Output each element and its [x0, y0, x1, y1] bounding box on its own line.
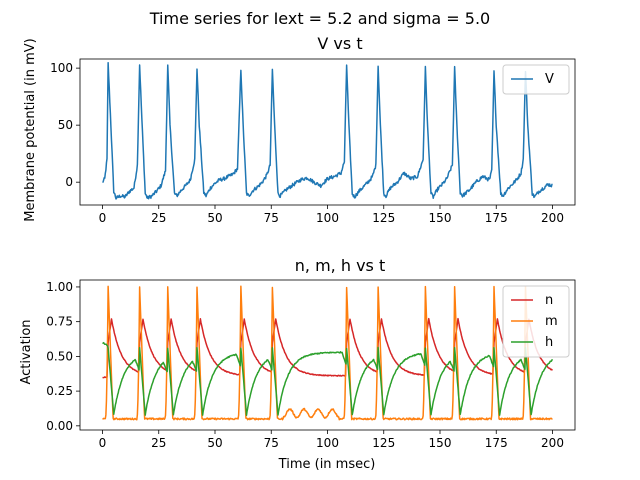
voltage-xtick-label: 200 — [541, 211, 564, 225]
gating-xtick-label: 100 — [316, 436, 339, 450]
gating-xtick-label: 75 — [264, 436, 279, 450]
gating-xtick-label: 175 — [485, 436, 508, 450]
series-line-h — [102, 341, 554, 416]
gating-axes: 0 25 50 75 100 125 150 175 200 0.00 0.25 0.50 0.75 1.… — [46, 279, 576, 450]
gating-ytick-label: 0.75 — [46, 315, 73, 329]
chart-title-voltage: V vs t — [317, 34, 362, 53]
voltage-xtick-label: 50 — [207, 211, 222, 225]
voltage-xtick-label: 150 — [429, 211, 452, 225]
voltage-xtick-label: 175 — [485, 211, 508, 225]
gating-ytick-label: 0.50 — [46, 349, 73, 363]
gating-legend-box — [502, 285, 570, 358]
gating-xtick-label: 50 — [207, 436, 222, 450]
gating-xtick-label: 25 — [151, 436, 166, 450]
voltage-xtick-label: 100 — [316, 211, 339, 225]
series-line-m — [102, 285, 553, 421]
x-axis-label-time: Time (in msec) — [278, 457, 376, 472]
voltage-legend-box — [502, 64, 570, 95]
legend-label-h: h — [545, 335, 553, 350]
voltage-xtick-label: 125 — [372, 211, 395, 225]
voltage-ytick-label: 0 — [65, 175, 73, 189]
chart-title-gating: n, m, h vs t — [295, 256, 385, 275]
series-line-V — [102, 61, 553, 200]
voltage-axes: 0 25 50 75 100 125 150 175 200 0 50 100 V — [50, 58, 576, 225]
gating-ytick-label: 0.00 — [46, 419, 73, 433]
gating-xtick-label: 200 — [541, 436, 564, 450]
voltage-ytick-label: 50 — [58, 118, 73, 132]
voltage-xtick-label: 25 — [151, 211, 166, 225]
series-line-n — [102, 317, 553, 379]
voltage-ytick-label: 100 — [50, 61, 73, 75]
legend-label-V: V — [545, 72, 554, 87]
legend-label-m: m — [545, 314, 558, 329]
gating-xtick-label: 150 — [429, 436, 452, 450]
gating-ytick-label: 0.25 — [46, 384, 73, 398]
voltage-xtick-label: 0 — [99, 211, 107, 225]
gating-xtick-label: 0 — [99, 436, 107, 450]
gating-frame — [79, 279, 576, 431]
legend-label-n: n — [545, 293, 553, 308]
voltage-frame — [79, 58, 576, 206]
figure-suptitle: Time series for Iext = 5.2 and sigma = 5… — [149, 9, 490, 28]
y-axis-label-gating: Activation — [19, 319, 34, 384]
voltage-xtick-label: 75 — [264, 211, 279, 225]
gating-xtick-label: 125 — [372, 436, 395, 450]
gating-ytick-label: 1.00 — [46, 280, 73, 294]
y-axis-label-voltage: Membrane potential (in mV) — [23, 38, 38, 221]
